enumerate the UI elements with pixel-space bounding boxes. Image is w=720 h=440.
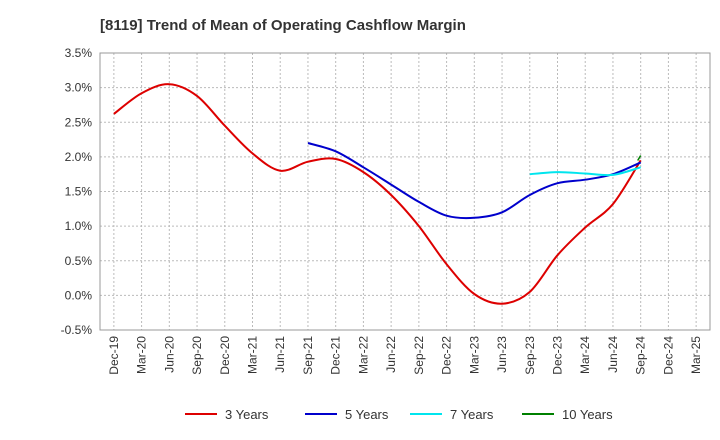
x-tick-label: Jun-24 xyxy=(606,336,620,373)
x-tick-label: Dec-23 xyxy=(551,336,565,375)
x-tick-label: Dec-19 xyxy=(107,336,121,375)
x-tick-label: Dec-21 xyxy=(329,336,343,375)
legend-label: 7 Years xyxy=(450,407,494,422)
y-tick-label: 0.5% xyxy=(65,254,93,268)
grid xyxy=(100,52,710,331)
y-tick-label: 2.0% xyxy=(65,150,93,164)
x-tick-label: Sep-23 xyxy=(523,336,537,375)
legend: 3 Years 5 Years 7 Years 10 Years xyxy=(185,407,613,422)
legend-label: 5 Years xyxy=(345,407,389,422)
y-axis-ticks: 3.5% 3.0% 2.5% 2.0% 1.5% 1.0% 0.5% 0.0% -0.5% xyxy=(61,46,93,337)
x-tick-label: Jun-21 xyxy=(273,336,287,373)
series-point xyxy=(637,155,642,161)
y-tick-label: 3.5% xyxy=(65,46,93,60)
series-line xyxy=(529,166,641,177)
series-line xyxy=(307,142,642,220)
y-tick-label: 3.0% xyxy=(65,81,93,95)
legend-label: 10 Years xyxy=(562,407,613,422)
x-tick-label: Jun-23 xyxy=(495,336,509,373)
series-lines xyxy=(113,83,642,305)
series-line xyxy=(113,83,642,305)
x-tick-label: Dec-22 xyxy=(440,336,454,375)
legend-label: 3 Years xyxy=(225,407,269,422)
x-tick-label: Dec-20 xyxy=(218,336,232,375)
y-tick-label: 0.0% xyxy=(65,288,93,302)
x-tick-label: Mar-24 xyxy=(578,336,592,374)
y-tick-label: -0.5% xyxy=(61,323,93,337)
x-tick-label: Mar-20 xyxy=(135,336,149,374)
x-tick-label: Sep-24 xyxy=(634,336,648,375)
x-tick-label: Mar-22 xyxy=(356,336,370,374)
x-tick-label: Jun-20 xyxy=(162,336,176,373)
x-tick-label: Sep-22 xyxy=(412,336,426,375)
x-tick-label: Dec-24 xyxy=(661,336,675,375)
x-tick-label: Mar-23 xyxy=(467,336,481,374)
chart-title: [8119] Trend of Mean of Operating Cashfl… xyxy=(100,17,466,34)
x-tick-label: Sep-21 xyxy=(301,336,315,375)
x-tick-label: Mar-25 xyxy=(689,336,703,374)
plot-frame xyxy=(99,52,711,331)
x-tick-label: Sep-20 xyxy=(190,336,204,375)
x-tick-label: Jun-22 xyxy=(384,336,398,373)
x-tick-label: Mar-21 xyxy=(246,336,260,374)
y-tick-label: 1.5% xyxy=(65,185,93,199)
y-tick-label: 2.5% xyxy=(65,115,93,129)
x-axis-ticks: Dec-19 Mar-20 Jun-20 Sep-20 Dec-20 Mar-21 Jun-… xyxy=(107,336,703,375)
y-tick-label: 1.0% xyxy=(65,219,93,233)
